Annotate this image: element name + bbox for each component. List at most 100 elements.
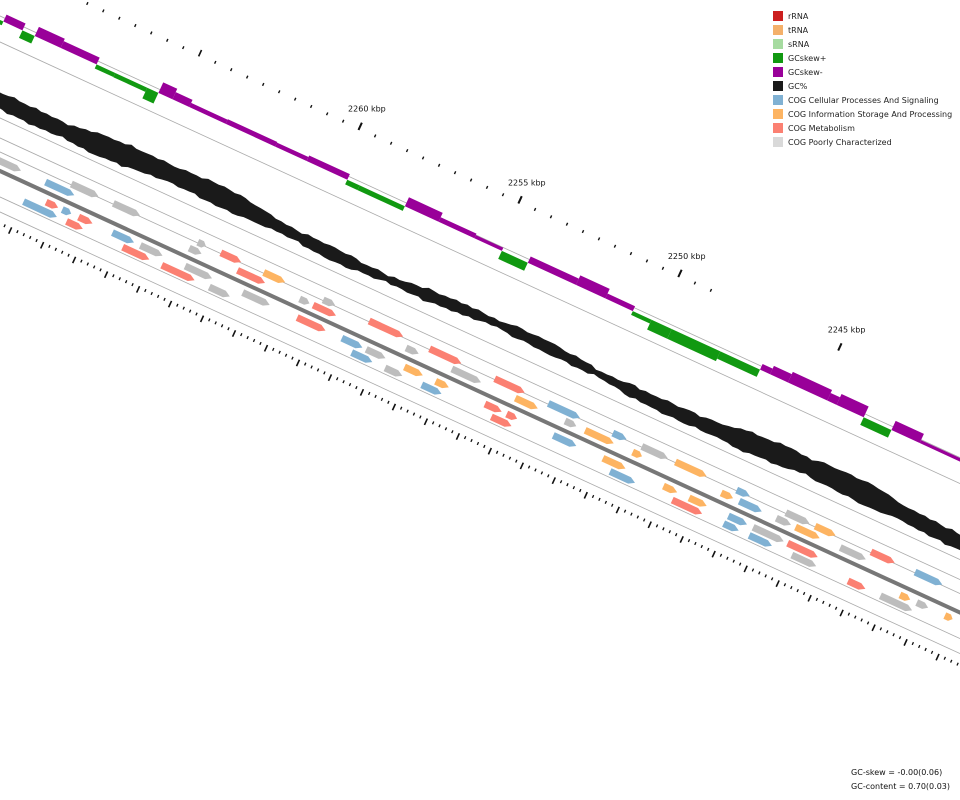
inner-tick — [647, 521, 652, 529]
inner-tick — [839, 609, 844, 617]
ruler-tick — [150, 31, 153, 35]
inner-tick — [419, 415, 422, 419]
gene-feature-arrow — [22, 198, 57, 218]
gc-skew-positive-block — [357, 185, 405, 211]
inner-tick — [687, 538, 691, 543]
inner-tick — [199, 315, 205, 323]
inner-tick — [879, 627, 883, 631]
gc-skew-negative-block — [438, 217, 477, 239]
ruler-tick — [645, 259, 649, 263]
legend-swatch-rrna — [773, 11, 783, 21]
gc-content-track — [0, 92, 960, 551]
legend-item-rrna: rRNA — [773, 9, 952, 23]
inner-tick — [92, 265, 96, 269]
ruler-tick — [469, 178, 473, 182]
gene-feature-arrow — [719, 489, 733, 500]
inner-tick — [67, 253, 70, 257]
inner-tick — [711, 550, 716, 558]
ruler-tick — [134, 23, 137, 28]
ruler-tick — [309, 104, 313, 109]
gene-feature-arrow — [794, 523, 820, 539]
gene-feature-arrow — [784, 509, 810, 525]
gene-feature-arrow — [493, 375, 525, 394]
inner-tick — [246, 335, 249, 340]
inner-tick — [463, 435, 467, 440]
inner-tick — [572, 485, 576, 490]
inner-tick — [444, 427, 448, 431]
inner-tick — [583, 491, 588, 499]
gc-skew-negative-block — [787, 371, 833, 401]
gene-feature-arrow — [0, 157, 21, 172]
inner-tick — [39, 241, 45, 249]
ruler-major-tick — [677, 269, 683, 278]
inner-tick — [438, 424, 441, 428]
gc-skew-negative-block — [225, 119, 278, 147]
inner-tick — [208, 318, 211, 322]
gc-content-stat: GC-content = 0.70(0.03) — [851, 782, 950, 791]
inner-tick — [834, 606, 838, 610]
gc-skew-negative-block — [189, 102, 228, 124]
inner-tick — [534, 468, 537, 472]
gene-feature-arrow — [786, 540, 818, 558]
inner-tick — [252, 338, 256, 343]
legend-item-cog-poorly: COG Poorly Characterized — [773, 135, 952, 149]
gene-feature-arrow — [513, 395, 538, 410]
inner-tick — [495, 450, 499, 454]
inner-tick — [598, 497, 601, 502]
gene-feature-arrow — [219, 249, 242, 263]
gc-skew-positive-block — [18, 30, 35, 44]
legend-swatch-cog-cellular — [773, 95, 783, 105]
gene-feature-arrow — [505, 410, 518, 420]
ruler-label: 2250 kbp — [668, 252, 706, 261]
gene-feature-arrow — [747, 532, 772, 547]
inner-tick — [348, 383, 352, 387]
inner-tick — [751, 568, 755, 572]
inner-tick — [291, 356, 294, 360]
inner-tick — [662, 527, 665, 531]
track-guide-line — [0, 41, 960, 485]
gene-feature-arrow — [450, 365, 481, 383]
inner-tick — [783, 583, 787, 587]
ruler-tick — [373, 134, 377, 138]
gene-feature-arrow — [913, 568, 943, 586]
inner-tick — [623, 509, 627, 513]
inner-tick — [451, 430, 454, 434]
legend-label-gcskew-plus: GCskew+ — [788, 53, 827, 63]
inner-tick — [719, 553, 723, 557]
gc-skew-negative-block — [3, 14, 26, 31]
inner-tick — [278, 350, 281, 354]
gc-skew-positive-block — [94, 64, 116, 78]
legend-label-gc-percent: GC% — [788, 81, 808, 91]
gene-feature-arrow — [65, 218, 83, 230]
track-guide-line — [0, 211, 960, 655]
inner-tick — [367, 391, 371, 396]
inner-tick — [48, 244, 51, 249]
gc-skew-negative-block — [60, 41, 100, 65]
gene-feature-arrow — [898, 591, 911, 601]
gc-skew-negative-block — [605, 293, 636, 312]
gene-feature-arrow — [838, 544, 866, 560]
gc-skew-negative-block — [836, 393, 869, 418]
gene-feature-arrow — [111, 200, 141, 217]
inner-tick — [476, 441, 480, 446]
inner-tick — [770, 577, 774, 581]
gene-feature-arrow — [813, 523, 836, 537]
inner-tick — [790, 586, 793, 590]
inner-tick — [112, 274, 115, 278]
gene-feature-arrow — [364, 346, 386, 359]
gene-feature-arrow — [434, 378, 449, 389]
ruler-tick — [166, 38, 169, 42]
inner-tick — [80, 259, 83, 263]
gc-skew-stat: GC-skew = -0.00(0.06) — [851, 768, 943, 777]
gene-feature-arrow — [551, 432, 577, 447]
gene-feature-arrow — [735, 486, 750, 497]
inner-tick — [431, 421, 435, 425]
ruler-tick — [341, 119, 345, 123]
ruler-tick — [629, 251, 633, 256]
gc-skew-negative-block — [306, 155, 350, 180]
legend-item-cog-information: COG Information Storage And Processing — [773, 107, 952, 121]
legend-item-trna: tRNA — [773, 23, 952, 37]
gc-skew-negative-block — [404, 197, 443, 222]
ruler-tick — [229, 68, 233, 72]
gene-feature-arrow — [311, 302, 336, 317]
